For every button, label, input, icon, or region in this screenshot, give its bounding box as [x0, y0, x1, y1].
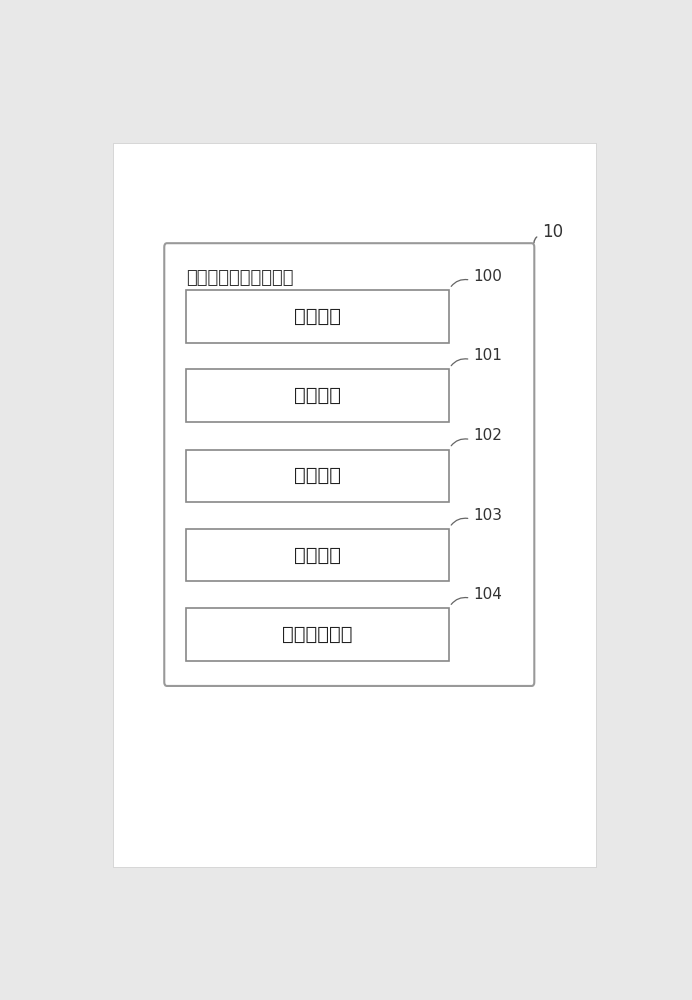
FancyBboxPatch shape: [185, 369, 448, 422]
Text: 仿真测试模块: 仿真测试模块: [282, 625, 352, 644]
FancyBboxPatch shape: [185, 290, 448, 343]
Text: 104: 104: [474, 587, 502, 602]
Text: 判断模块: 判断模块: [293, 466, 340, 485]
FancyBboxPatch shape: [185, 529, 448, 581]
FancyBboxPatch shape: [164, 243, 534, 686]
Text: 差分信号走线布线系统: 差分信号走线布线系统: [185, 269, 293, 287]
FancyBboxPatch shape: [113, 143, 596, 867]
Text: 查找模块: 查找模块: [293, 386, 340, 405]
FancyBboxPatch shape: [185, 450, 448, 502]
Text: 101: 101: [474, 348, 502, 363]
Text: 103: 103: [474, 508, 502, 523]
Text: 102: 102: [474, 428, 502, 443]
FancyBboxPatch shape: [185, 608, 448, 661]
Text: 10: 10: [543, 223, 563, 241]
Text: 100: 100: [474, 269, 502, 284]
Text: 调整模块: 调整模块: [293, 546, 340, 565]
Text: 建立模块: 建立模块: [293, 307, 340, 326]
